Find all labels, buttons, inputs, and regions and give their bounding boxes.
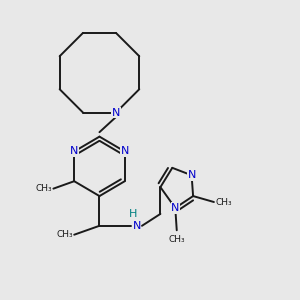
Text: H: H [129, 209, 137, 219]
Text: N: N [121, 146, 129, 157]
Text: N: N [171, 203, 179, 213]
Text: N: N [132, 221, 141, 231]
Text: CH₃: CH₃ [168, 235, 185, 244]
Text: N: N [112, 107, 120, 118]
Text: N: N [188, 170, 196, 180]
Text: CH₃: CH₃ [35, 184, 52, 193]
Text: CH₃: CH₃ [215, 197, 232, 206]
Text: N: N [70, 146, 78, 157]
Text: CH₃: CH₃ [56, 230, 73, 239]
